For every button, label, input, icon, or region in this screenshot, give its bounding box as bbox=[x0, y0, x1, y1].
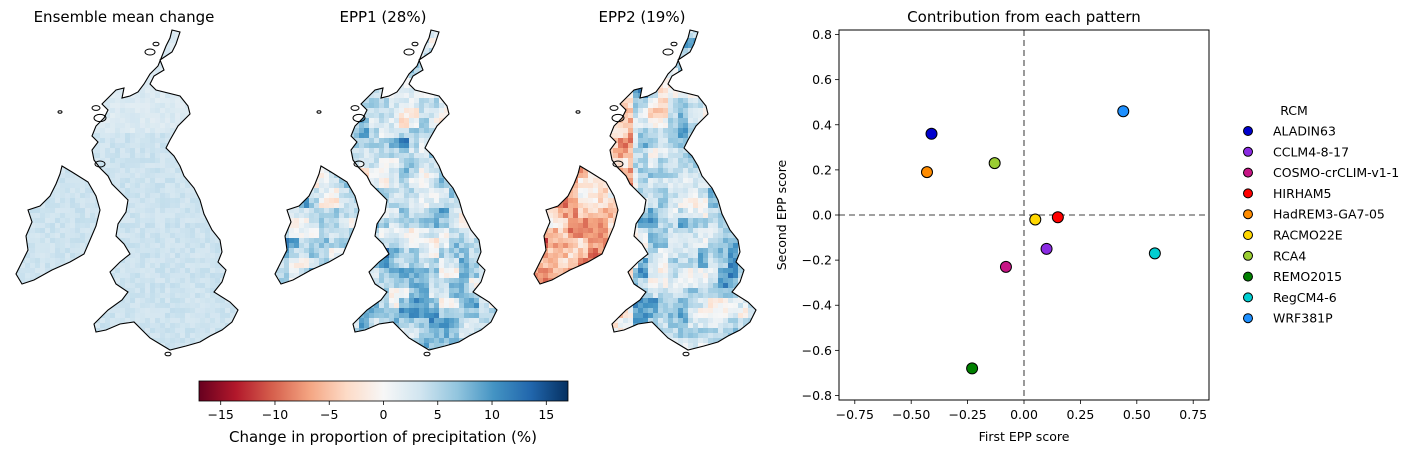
colorbar-ticks: −15 −10 −5 0 5 10 15 bbox=[208, 401, 555, 422]
legend-marker bbox=[1244, 189, 1253, 198]
legend-label: REMO2015 bbox=[1273, 269, 1342, 284]
scatter-point-rca4 bbox=[989, 158, 1000, 169]
colorbar-tick-label: 0 bbox=[380, 407, 388, 422]
y-tick-label: 0.6 bbox=[812, 72, 832, 87]
island-outline bbox=[153, 42, 159, 46]
y-tick-label: 0.2 bbox=[812, 162, 832, 177]
colorbar-label: Change in proportion of precipitation (%… bbox=[229, 428, 537, 446]
scatter-plot: −0.75 −0.50 −0.25 0.00 0.25 0.50 0.75 −0.8 −0.6… bbox=[774, 27, 1209, 444]
map-ensemble-mean bbox=[10, 28, 250, 358]
island-outline bbox=[412, 42, 418, 46]
map-title-epp1: EPP1 (28%) bbox=[340, 8, 427, 26]
legend-label: RegCM4-6 bbox=[1273, 290, 1337, 305]
legend-marker bbox=[1244, 231, 1253, 240]
island-outline bbox=[610, 106, 618, 111]
y-tick-label: −0.4 bbox=[802, 298, 832, 313]
legend-label: CCLM4-8-17 bbox=[1273, 144, 1349, 159]
x-tick-label: 0.00 bbox=[1010, 407, 1038, 422]
legend-marker bbox=[1244, 210, 1253, 219]
scatter-point-racmo22e bbox=[1030, 214, 1041, 225]
x-axis-label: First EPP score bbox=[979, 429, 1070, 444]
legend-label: HadREM3-GA7-05 bbox=[1273, 207, 1385, 222]
legend-marker bbox=[1244, 251, 1253, 260]
map-field bbox=[269, 28, 509, 358]
scatter-point-hadrem3-ga7-05 bbox=[921, 167, 932, 178]
island-outline bbox=[576, 111, 580, 113]
legend-label: COSMO-crCLIM-v1-1 bbox=[1273, 165, 1399, 180]
legend-items: ALADIN63 CCLM4-8-17 COSMO-crCLIM-v1-1 HIRHA… bbox=[1244, 124, 1400, 326]
x-tick-label: −0.50 bbox=[892, 407, 930, 422]
x-tick-label: −0.75 bbox=[836, 407, 874, 422]
scatter-point-wrf381p bbox=[1118, 106, 1129, 117]
colorbar-gradient bbox=[199, 381, 568, 401]
map-field bbox=[10, 28, 250, 358]
legend-marker bbox=[1244, 127, 1253, 136]
legend-label: WRF381P bbox=[1273, 311, 1333, 326]
x-axis-ticks: −0.75 −0.50 −0.25 0.00 0.25 0.50 0.75 bbox=[836, 400, 1207, 422]
island-outline bbox=[92, 106, 100, 111]
legend-label: ALADIN63 bbox=[1273, 124, 1336, 139]
legend-marker bbox=[1244, 314, 1253, 323]
legend-marker bbox=[1244, 168, 1253, 177]
map-field bbox=[528, 28, 768, 358]
colorbar-tick-label: 10 bbox=[484, 407, 500, 422]
map-title-epp2: EPP2 (19%) bbox=[599, 8, 686, 26]
legend-marker bbox=[1244, 147, 1253, 156]
island-outline bbox=[683, 352, 689, 356]
scatter-point-remo2015 bbox=[967, 363, 978, 374]
island-outline bbox=[404, 49, 414, 55]
y-tick-label: −0.2 bbox=[802, 253, 832, 268]
scatter-point-cosmo-crclim-v1-1 bbox=[1000, 261, 1011, 272]
island-outline bbox=[671, 42, 677, 46]
x-tick-label: 0.25 bbox=[1066, 407, 1094, 422]
island-outline bbox=[424, 352, 430, 356]
colorbar-tick-label: −5 bbox=[320, 407, 338, 422]
y-tick-label: −0.8 bbox=[802, 388, 832, 403]
legend-label: HIRHAM5 bbox=[1273, 186, 1331, 201]
legend-label: RACMO22E bbox=[1273, 228, 1343, 243]
colorbar-tick-label: −15 bbox=[208, 407, 234, 422]
scatter-point-aladin63 bbox=[926, 128, 937, 139]
x-tick-label: −0.25 bbox=[948, 407, 986, 422]
island-outline bbox=[145, 49, 155, 55]
legend-marker bbox=[1244, 272, 1253, 281]
island-outline bbox=[663, 49, 673, 55]
y-tick-label: −0.6 bbox=[802, 343, 832, 358]
colorbar-tick-label: 15 bbox=[538, 407, 554, 422]
colorbar: −15 −10 −5 0 5 10 15 Change in proportion of p… bbox=[199, 381, 568, 446]
scatter-title: Contribution from each pattern bbox=[907, 8, 1141, 26]
legend-title: RCM bbox=[1280, 103, 1308, 118]
legend: RCM ALADIN63 CCLM4-8-17 COSMO-crCLIM-v1-1 H… bbox=[1244, 103, 1400, 326]
colorbar-tick-label: 5 bbox=[434, 407, 442, 422]
scatter-point-regcm4-6 bbox=[1149, 248, 1160, 259]
colorbar-tick-label: −10 bbox=[262, 407, 288, 422]
map-title-ensemble: Ensemble mean change bbox=[34, 8, 215, 26]
island-outline bbox=[58, 111, 62, 113]
y-tick-label: 0.4 bbox=[812, 117, 832, 132]
scatter-points bbox=[921, 106, 1160, 374]
y-axis-label: Second EPP score bbox=[774, 159, 789, 270]
island-outline bbox=[351, 106, 359, 111]
legend-label: RCA4 bbox=[1273, 248, 1306, 263]
y-axis-ticks: −0.8 −0.6 −0.4 −0.2 0.0 0.2 0.4 0.6 0.8 bbox=[802, 27, 839, 403]
island-outline bbox=[317, 111, 321, 113]
scatter-point-cclm4-8-17 bbox=[1041, 243, 1052, 254]
map-epp2 bbox=[528, 28, 768, 358]
y-tick-label: 0.0 bbox=[812, 208, 832, 223]
y-tick-label: 0.8 bbox=[812, 27, 832, 42]
island-outline bbox=[165, 352, 171, 356]
legend-marker bbox=[1244, 293, 1253, 302]
map-epp1 bbox=[269, 28, 509, 358]
scatter-point-hirham5 bbox=[1052, 212, 1063, 223]
reference-lines bbox=[839, 30, 1209, 400]
x-tick-label: 0.75 bbox=[1179, 407, 1207, 422]
x-tick-label: 0.50 bbox=[1123, 407, 1151, 422]
